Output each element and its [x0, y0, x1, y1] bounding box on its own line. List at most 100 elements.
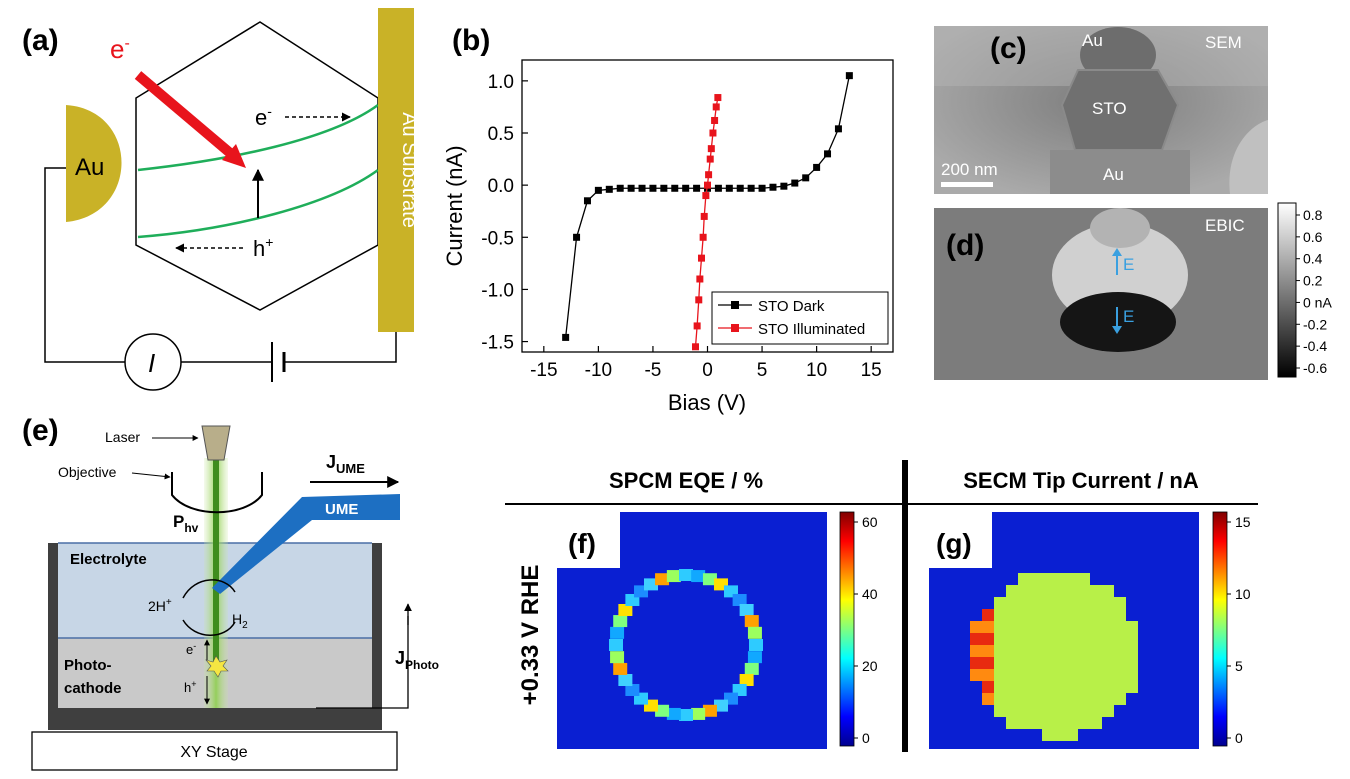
ebic-cbar-tick-label: 0.6: [1303, 229, 1323, 245]
heatmap-f-cell: [613, 615, 628, 628]
panel-divider: [902, 460, 908, 752]
heatmap-g-cell: [982, 645, 994, 657]
scalebar-label: 200 nm: [941, 160, 998, 179]
cbar-tick-label: 5: [1235, 658, 1243, 674]
x-tick-label: 5: [757, 360, 768, 381]
legend-marker-illuminated: [731, 324, 739, 332]
heatmap-g-cell: [1066, 573, 1078, 585]
sem-bottom-au: [1050, 150, 1190, 194]
heatmap-g-disk: [970, 573, 1138, 741]
laser-beam: [213, 458, 219, 663]
heatmap-g-cell: [1066, 717, 1078, 729]
heatmap-g-cell: [1054, 597, 1066, 609]
heatmap-f-cell: [644, 578, 658, 591]
heatmap-g-cell: [982, 609, 994, 621]
series-point-0: [693, 184, 701, 192]
series-point-0: [758, 184, 766, 192]
heatmap-g-cell: [1066, 597, 1078, 609]
heatmap-g-cell: [1078, 669, 1090, 681]
y-tick-label: -0.5: [481, 228, 514, 249]
heatmap-g-cell: [1006, 669, 1018, 681]
photocathode-label-1: Photo-: [64, 657, 111, 674]
heatmap-g-cell: [1090, 681, 1102, 693]
heatmap-g-cell: [1114, 609, 1126, 621]
heatmap-g-cell: [1054, 705, 1066, 717]
heatmap-g-cell: [1006, 609, 1018, 621]
series-point-1: [709, 129, 717, 137]
heatmap-g-cell: [1054, 633, 1066, 645]
heatmap-f-cell: [666, 570, 681, 583]
heatmap-g-cell: [1090, 717, 1102, 729]
heatmap-g-cell: [1114, 681, 1126, 693]
heatmap-g-cell: [1054, 621, 1066, 633]
panel-a: (a) Au Au Substrate e- e- h+ I: [22, 8, 420, 391]
series-point-1: [696, 275, 704, 283]
heatmap-f-cell: [613, 662, 628, 675]
heatmap-g-cell: [1102, 681, 1114, 693]
heatmap-g-cell: [1018, 585, 1030, 597]
y-axis-label: Current (nA): [442, 145, 467, 266]
series-point-0: [583, 197, 591, 205]
heatmap-f-cell: [610, 626, 625, 639]
redox-arc-bottom: [182, 619, 236, 636]
heatmap-g-cell: [1018, 633, 1030, 645]
xy-stage-label: XY Stage: [180, 744, 247, 761]
series-point-0: [845, 72, 853, 80]
heatmap-g-cell: [1054, 573, 1066, 585]
heatmap-g-cell: [1042, 597, 1054, 609]
heatmap-g-cell: [1018, 681, 1030, 693]
series-point-0: [802, 174, 810, 182]
field-down-arrowhead: [1112, 326, 1122, 334]
series-point-1: [691, 343, 699, 351]
heatmap-g-cell: [970, 621, 982, 633]
series-point-0: [594, 186, 602, 194]
series-point-0: [682, 184, 690, 192]
heatmap-g-cell: [1078, 717, 1090, 729]
series-point-0: [834, 125, 842, 133]
heatmap-g-cutout: [929, 512, 992, 568]
x-axis-label: Bias (V): [668, 390, 746, 415]
heatmap-g-cell: [1078, 645, 1090, 657]
heatmap-g-cell: [1054, 693, 1066, 705]
heatmap-g-cell: [1030, 657, 1042, 669]
au-tip: [66, 105, 122, 222]
panel-c-label: (c): [990, 32, 1027, 65]
heatmap-g-cell: [994, 705, 1006, 717]
heatmap-f-ring: [609, 569, 763, 721]
heatmap-g-cell: [982, 669, 994, 681]
series-point-0: [769, 183, 777, 191]
heatmap-g-cell: [1042, 633, 1054, 645]
series-point-0: [714, 184, 722, 192]
photon-arrow-head: [222, 144, 246, 168]
ebic-cbar-tick-label: -0.4: [1303, 338, 1327, 354]
heatmap-g-cell: [1078, 621, 1090, 633]
heatmap-g-cell: [1006, 645, 1018, 657]
hole-flow-label: h+: [253, 234, 273, 261]
heatmap-g-cell: [1042, 693, 1054, 705]
heatmap-g-cell: [970, 645, 982, 657]
heatmap-g-cell: [1090, 705, 1102, 717]
series-point-1: [693, 322, 701, 330]
heatmap-f-cell: [625, 683, 640, 696]
heatmap-g-cell: [1030, 597, 1042, 609]
heatmap-g-cell: [1102, 705, 1114, 717]
colorbar-g: [1212, 511, 1228, 747]
series-point-0: [627, 184, 635, 192]
objective-lens: [171, 472, 263, 514]
j-photo-wire: [316, 616, 409, 709]
heatmap-g-cell: [994, 681, 1006, 693]
cbar-tick-label: 0: [862, 730, 870, 746]
legend-label-dark: STO Dark: [758, 298, 825, 315]
heatmap-g-cell: [1102, 657, 1114, 669]
heatmap-f-cell: [714, 699, 728, 712]
heatmap-g-cell: [1030, 705, 1042, 717]
heatmap-g-cell: [994, 669, 1006, 681]
y-tick-label: 0.0: [488, 176, 514, 197]
objective-label: Objective: [58, 464, 117, 480]
ebic-cbar-tick-label: 0.2: [1303, 273, 1323, 289]
heatmap-g-cell: [1042, 609, 1054, 621]
heatmap-g-cell: [1114, 645, 1126, 657]
heatmap-g-cell: [1006, 681, 1018, 693]
circuit-wire-right: [284, 332, 397, 363]
heatmap-g-cell: [1042, 621, 1054, 633]
